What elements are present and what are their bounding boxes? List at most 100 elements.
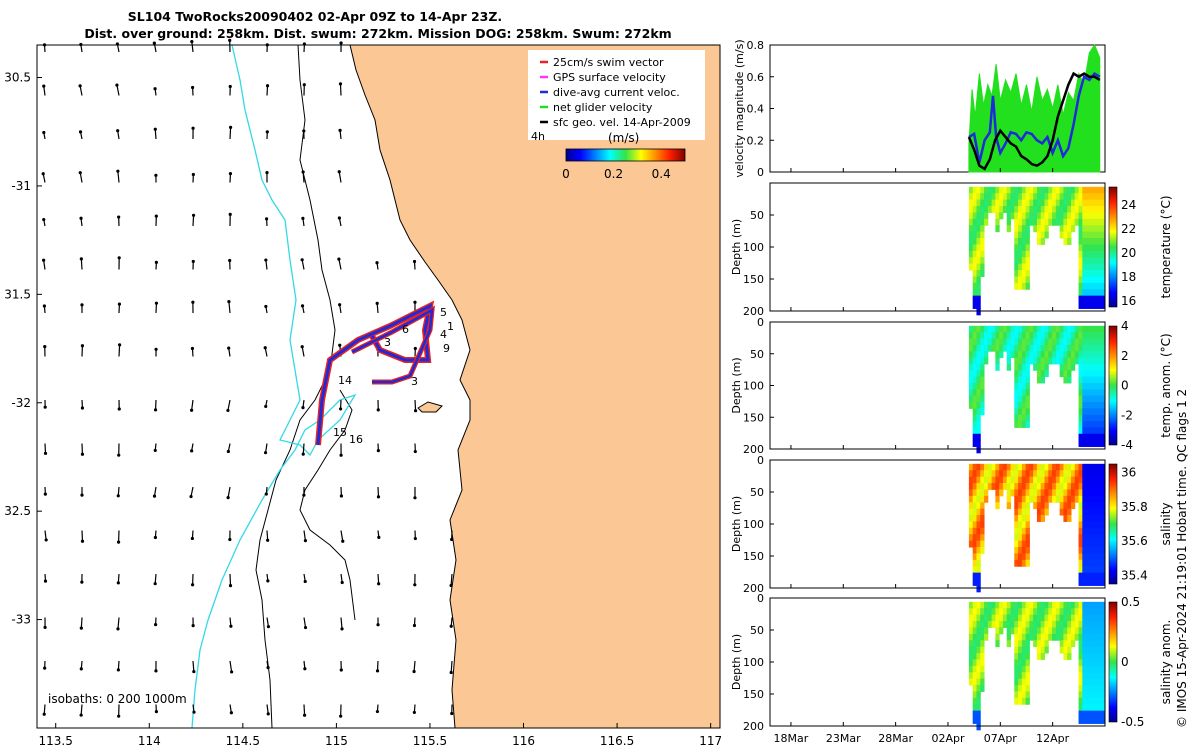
colorbar-tick: 35.8 <box>1121 500 1148 514</box>
heatmap-cell <box>1006 483 1011 490</box>
heatmap-cell <box>1097 186 1102 194</box>
heatmap-cell <box>1082 476 1087 484</box>
heatmap-cell <box>1086 678 1091 686</box>
heatmap-cell <box>1018 238 1023 245</box>
heatmap-cell <box>1097 302 1102 309</box>
heatmap-cell <box>1025 627 1030 635</box>
heatmap-cell <box>1101 231 1106 239</box>
heatmap-cell <box>1082 382 1087 390</box>
heatmap-cell <box>1074 344 1080 352</box>
heatmap-cell <box>1086 276 1091 284</box>
heatmap-cell <box>1044 633 1049 641</box>
heatmap-cell <box>1025 325 1030 333</box>
heatmap-cell <box>1018 370 1023 378</box>
heatmap-cell <box>1097 640 1102 648</box>
heatmap-cell <box>1044 614 1049 622</box>
vector-head <box>117 453 121 457</box>
heatmap-cell <box>1018 489 1023 497</box>
colorbar-tick: 2 <box>1121 349 1129 363</box>
heatmap-cell <box>1082 325 1087 333</box>
heatmap-cell <box>1014 402 1019 409</box>
heatmap-cell <box>1078 463 1083 471</box>
heatmap-cell <box>980 685 985 692</box>
heatmap-cell <box>1086 250 1091 258</box>
vector-head <box>377 535 381 539</box>
heatmap-cell <box>1040 483 1046 490</box>
heatmap-cell <box>1078 282 1083 290</box>
vector-head <box>79 667 83 671</box>
heatmap-cell <box>1029 206 1034 213</box>
heatmap-cell <box>976 308 981 316</box>
heatmap-cell <box>1070 332 1076 340</box>
heatmap-cell <box>1082 495 1087 503</box>
heatmap-cell <box>980 244 985 252</box>
heatmap-cell <box>1101 463 1106 471</box>
heatmap-cell <box>1082 302 1087 309</box>
heatmap-cell <box>1036 212 1042 220</box>
heatmap-cell <box>1052 206 1057 213</box>
vector-head <box>266 538 270 542</box>
vector-head <box>153 623 158 627</box>
heatmap-cell <box>1025 363 1030 371</box>
heatmap-cell <box>1101 351 1106 359</box>
heatmap-cell <box>1018 678 1023 686</box>
velocity-vector <box>302 443 305 455</box>
heatmap-cell <box>976 446 981 454</box>
heatmap-cell <box>1101 540 1106 548</box>
heatmap-cell <box>972 212 977 220</box>
heatmap-cell <box>976 338 981 346</box>
vector-head <box>230 670 234 674</box>
heatmap-cell <box>1021 257 1027 265</box>
heatmap-cell <box>1025 421 1030 428</box>
heatmap-cell <box>1025 376 1030 384</box>
heatmap-cell <box>972 231 977 239</box>
heatmap-cell <box>1089 325 1095 333</box>
heatmap-cell <box>1025 614 1030 622</box>
heatmap-cell <box>1010 483 1015 490</box>
vector-head <box>266 579 270 583</box>
heatmap-cell <box>1063 332 1068 340</box>
heatmap-cell <box>995 186 1000 194</box>
velocity-vector <box>118 344 121 357</box>
vector-head <box>42 258 46 262</box>
heatmap-cell <box>1093 685 1098 692</box>
heatmap-cell <box>1082 534 1087 542</box>
heatmap-cell <box>1078 547 1083 554</box>
heatmap-cell <box>1002 601 1008 609</box>
vector-head <box>337 257 341 261</box>
heatmap-cell <box>980 389 985 397</box>
heatmap-cell <box>976 257 981 265</box>
heatmap-cell <box>976 614 981 622</box>
heatmap-cell <box>1089 502 1095 510</box>
heatmap-cell <box>1093 257 1098 265</box>
y-tick-label: 32.5 <box>4 504 31 518</box>
heatmap-cell <box>1055 193 1061 201</box>
heatmap-cell <box>1021 193 1027 201</box>
vector-head <box>450 711 454 716</box>
heatmap-cell <box>1055 186 1061 194</box>
velocity-vector <box>303 704 306 716</box>
heatmap-cell <box>1093 678 1098 686</box>
heatmap-cell <box>1014 351 1019 359</box>
heatmap-cell <box>1093 553 1098 561</box>
heatmap-cell <box>1063 483 1068 490</box>
heatmap-cell <box>1097 332 1102 340</box>
heatmap-cell <box>1021 263 1027 271</box>
heatmap-cell <box>976 659 981 667</box>
heatmap-cell <box>1078 276 1083 284</box>
heatmap-cell <box>1018 659 1023 667</box>
heatmap-cell <box>1048 193 1053 201</box>
vector-head <box>42 84 46 88</box>
heatmap-cell <box>1021 382 1027 390</box>
heatmap-cell <box>1067 376 1072 384</box>
vector-head <box>191 300 195 304</box>
heatmap-cell <box>1010 608 1015 616</box>
heatmap-cell <box>1082 547 1087 554</box>
heatmap-cell <box>1036 199 1042 207</box>
heatmap-cell <box>972 489 977 497</box>
vector-head <box>41 172 45 176</box>
heatmap-cell <box>976 295 981 303</box>
heatmap-cell <box>1040 338 1046 346</box>
heatmap-cell <box>1018 559 1023 567</box>
heatmap-cell <box>1018 376 1023 384</box>
